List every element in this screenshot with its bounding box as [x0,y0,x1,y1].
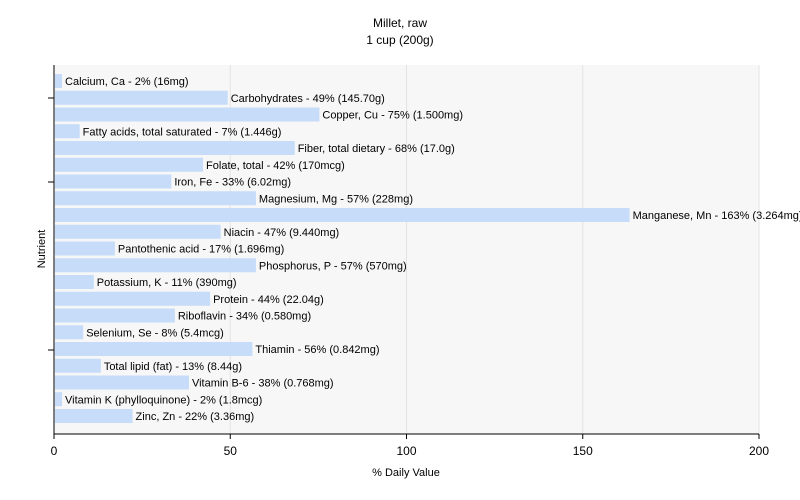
bar-2 [55,107,320,122]
bar-13 [55,291,211,306]
bar-0 [55,74,63,88]
bar-4 [55,141,295,155]
bar-11 [55,258,256,273]
bar-15 [55,325,84,340]
bar-label-3: Fatty acids, total saturated - 7% (1.446… [83,126,282,138]
bar-label-18: Vitamin B-6 - 38% (0.768mg) [192,378,334,390]
bar-17 [55,358,101,373]
grid-lines [229,65,760,434]
bar-16 [55,342,253,356]
x-tick-label-2: 100 [396,444,416,458]
bar-12 [55,275,94,289]
bar-label-5: Folate, total - 42% (170mcg) [206,160,345,172]
bar-20 [55,409,133,423]
bar-5 [55,157,204,172]
bar-label-11: Phosphorus, P - 57% (570mg) [259,260,407,272]
bar-label-1: Carbohydrates - 49% (145.70g) [231,93,385,105]
bar-label-16: Thiamin - 56% (0.842mg) [255,344,379,356]
x-tick-label-4: 200 [749,444,769,458]
bar-9 [55,224,221,239]
bar-label-4: Fiber, total dietary - 68% (17.0g) [298,143,455,155]
bar-3 [55,124,80,139]
x-tick-labels: 0 50 100 150 200 [51,444,770,458]
bar-label-13: Protein - 44% (22.04g) [213,294,324,306]
x-tick-label-1: 50 [224,444,238,458]
bar-label-7: Magnesium, Mg - 57% (228mg) [259,193,413,205]
bar-label-15: Selenium, Se - 8% (5.4mcg) [86,327,224,339]
bar-19 [55,392,63,407]
bar-label-19: Vitamin K (phylloquinone) - 2% (1.8mcg) [65,394,262,406]
bar-7 [55,191,256,206]
bar-label-8: Manganese, Mn - 163% (3.264mg) [633,210,800,222]
bar-label-14: Riboflavin - 34% (0.580mg) [178,311,311,323]
bar-label-10: Pantothenic acid - 17% (1.696mg) [118,244,284,256]
bar-label-2: Copper, Cu - 75% (1.500mg) [322,110,463,122]
y-axis-label: Nutrient [36,230,48,269]
bar-label-6: Iron, Fe - 33% (6.02mg) [174,177,291,189]
bar-label-17: Total lipid (fat) - 13% (8.44g) [104,361,242,373]
bars-group [55,74,630,423]
bar-label-9: Niacin - 47% (9.440mg) [224,227,340,239]
bar-labels-group: Calcium, Ca - 2% (16mg) Carbohydrates - 4… [65,76,800,423]
axes-group [48,65,760,439]
bar-1 [55,90,228,105]
bar-6 [55,174,172,189]
bar-8 [55,208,630,222]
bar-label-0: Calcium, Ca - 2% (16mg) [65,76,188,88]
bar-18 [55,375,189,390]
x-axis-label: % Daily Value [372,467,440,479]
chart-subtitle: 1 cup (200g) [366,33,433,47]
chart-title: Millet, raw [373,16,427,30]
bar-10 [55,241,115,256]
x-tick-label-3: 150 [573,444,593,458]
bar-label-20: Zinc, Zn - 22% (3.36mg) [136,411,255,423]
bar-14 [55,308,175,323]
x-tick-label-0: 0 [51,444,58,458]
bar-label-12: Potassium, K - 11% (390mg) [97,277,237,289]
